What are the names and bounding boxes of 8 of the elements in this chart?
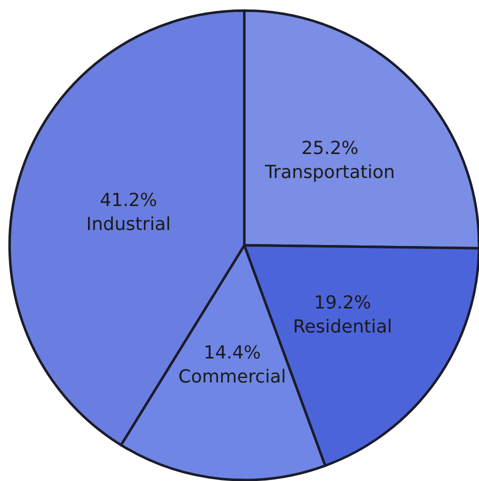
slice-label: Residential bbox=[292, 316, 392, 338]
data-label: 25.2% bbox=[301, 138, 359, 160]
slice-label: Industrial bbox=[86, 214, 171, 235]
data-label: 41.2% bbox=[100, 190, 158, 211]
slice-label: Transportation bbox=[264, 162, 395, 184]
data-label: 14.4% bbox=[204, 342, 261, 364]
slice-label: Commercial bbox=[178, 366, 286, 388]
data-label: 19.2% bbox=[314, 292, 372, 314]
